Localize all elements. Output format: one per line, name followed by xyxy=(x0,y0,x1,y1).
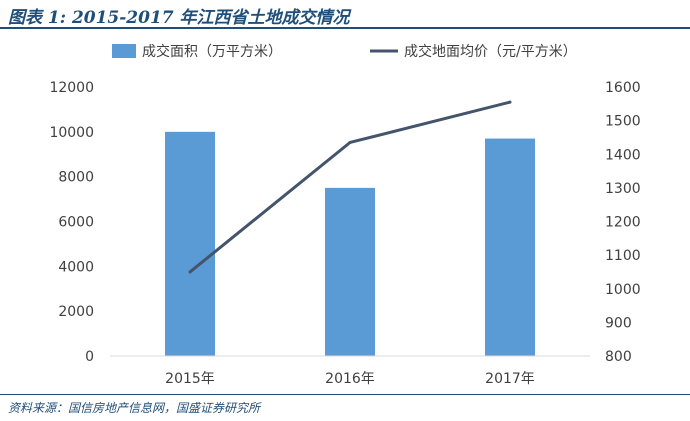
left-tick-label: 12000 xyxy=(49,80,94,96)
bar xyxy=(485,138,535,356)
left-tick-label: 0 xyxy=(85,349,94,365)
left-tick-label: 4000 xyxy=(58,259,94,275)
right-tick-label: 1000 xyxy=(605,282,641,298)
source-divider xyxy=(0,394,690,395)
line-series xyxy=(188,100,512,274)
right-y-axis: 800 900 1000 1100 1200 1300 1400 1500 1600 xyxy=(605,80,641,365)
bar xyxy=(325,187,375,356)
left-tick-label: 2000 xyxy=(58,304,94,320)
x-tick-label: 2015年 xyxy=(165,371,215,387)
right-tick-label: 1400 xyxy=(605,147,641,163)
line-point xyxy=(348,140,352,144)
line-point xyxy=(188,270,192,274)
left-y-axis: 0 2000 4000 6000 8000 10000 12000 xyxy=(49,80,94,365)
bar-series xyxy=(165,131,535,356)
source-note: 资料来源：国信房地产信息网，国盛证券研究所 xyxy=(8,401,261,415)
legend-swatch-bar xyxy=(112,44,136,58)
legend: 成交面积（万平方米） 成交地面均价（元/平方米） xyxy=(112,43,577,60)
left-tick-label: 6000 xyxy=(58,215,94,231)
right-tick-label: 800 xyxy=(605,349,632,365)
x-axis: 2015年 2016年 2017年 xyxy=(110,355,590,387)
legend-label-bar: 成交面积（万平方米） xyxy=(142,43,282,60)
chart-title: 图表 1: 2015-2017 年江西省土地成交情况 xyxy=(8,8,350,28)
right-tick-label: 1300 xyxy=(605,181,641,197)
right-tick-label: 1200 xyxy=(605,215,641,231)
right-tick-label: 1600 xyxy=(605,80,641,96)
line-point xyxy=(508,100,512,104)
title-divider xyxy=(0,27,690,29)
x-tick-label: 2017年 xyxy=(485,371,535,387)
right-tick-label: 900 xyxy=(605,315,632,331)
right-tick-label: 1500 xyxy=(605,114,641,130)
left-tick-label: 8000 xyxy=(58,170,94,186)
left-tick-label: 10000 xyxy=(49,125,94,141)
right-tick-label: 1100 xyxy=(605,248,641,264)
bar xyxy=(165,131,215,356)
legend-label-line: 成交地面均价（元/平方米） xyxy=(404,43,577,60)
x-tick-label: 2016年 xyxy=(325,371,375,387)
